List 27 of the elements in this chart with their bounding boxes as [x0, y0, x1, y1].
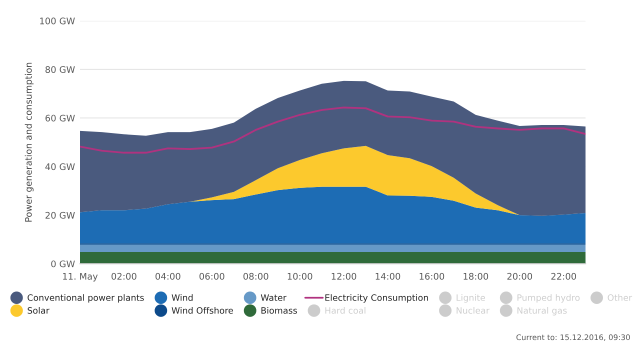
x-tick-label: 18:00 [464, 272, 488, 280]
legend-label: Wind [172, 294, 193, 301]
x-tick-label: 11. May [63, 273, 98, 282]
legend-label: Solar [28, 306, 50, 314]
x-tick-label: 16:00 [420, 272, 444, 280]
legend-label: Water [260, 294, 286, 301]
x-tick-label: 20:00 [507, 272, 532, 280]
legend-label: Wind Offshore [172, 306, 233, 314]
line-series [80, 106, 586, 154]
x-tick-label: 14:00 [376, 272, 400, 280]
x-tick-label: 10:00 [288, 272, 312, 280]
legend-label: Conventional power plants [28, 294, 144, 303]
y-tick-label: 20 GW [46, 212, 75, 219]
y-tick-label: 40 GW [45, 163, 75, 170]
x-tick-label: 06:00 [199, 272, 224, 280]
y-axis-title: Power generation and consumption [24, 62, 34, 222]
x-tick-label: 02:00 [112, 272, 136, 280]
y-tick-label: 0 GW [51, 260, 75, 268]
x-tick-label: 22:00 [551, 272, 576, 280]
legend-label: Electricity Consumption [325, 294, 428, 303]
y-tick-label: 60 GW [45, 114, 75, 122]
x-tick-label: 04:00 [156, 272, 180, 280]
x-tick-label: 08:00 [243, 272, 268, 280]
y-tick-label: 80 GW [45, 66, 75, 73]
legend-label: Biomass [261, 306, 297, 314]
x-tick-label: 12:00 [332, 272, 356, 280]
y-tick-label: 100 GW [40, 18, 75, 24]
